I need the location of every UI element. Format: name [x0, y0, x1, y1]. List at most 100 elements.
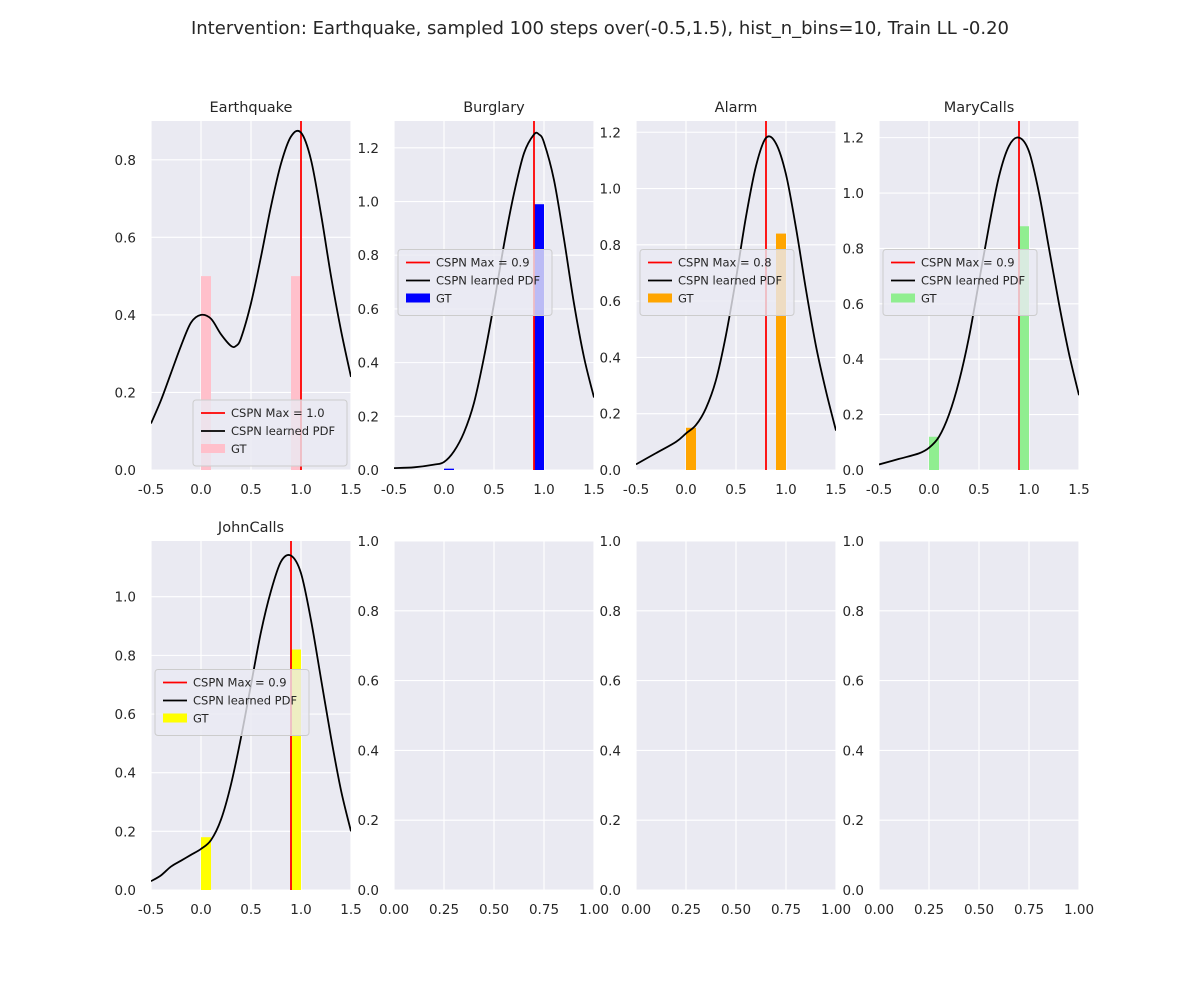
y-tick-label: 0.0: [115, 463, 136, 479]
legend: CSPN Max = 0.9 CSPN learned PDF GT: [154, 669, 310, 736]
x-tick-label: 0.5: [725, 482, 746, 498]
y-tick-label: 1.0: [600, 534, 621, 550]
subplot-burglary: CSPN Max = 0.9 CSPN learned PDF GT Burglary…: [358, 100, 605, 498]
x-tick-label: 1.0: [775, 482, 796, 498]
legend-label-max: CSPN Max = 0.9: [193, 676, 287, 690]
cspn-pdf-curve: [879, 136, 1079, 466]
legend-label-max: CSPN Max = 0.9: [436, 256, 530, 270]
x-tick-label: 0.75: [771, 902, 801, 918]
y-tick-label: 1.0: [600, 182, 621, 198]
subplot-grid: CSPN Max = 1.0 CSPN learned PDF GT Earthqua…: [115, 100, 1095, 918]
y-tick-label: 0.6: [358, 674, 379, 690]
gt-hist-bar: [291, 649, 301, 890]
y-tick-label: 0.4: [843, 352, 864, 368]
x-tick-label: -0.5: [623, 482, 649, 498]
legend-swatch-gt: [201, 444, 225, 453]
legend-label-pdf: CSPN learned PDF: [193, 694, 297, 708]
x-tick-label: 0.25: [671, 902, 701, 918]
legend-label-gt: GT: [193, 712, 210, 726]
legend-label-pdf: CSPN learned PDF: [436, 274, 540, 288]
legend-label-pdf: CSPN learned PDF: [678, 274, 782, 288]
y-tick-label: 0.2: [358, 813, 379, 829]
legend-label-max: CSPN Max = 0.8: [678, 256, 772, 270]
y-tick-label: 0.4: [358, 743, 379, 759]
subplot-empty-5: 0.00 0.25 0.50 0.75 1.00 0.0 0.2 0.4 0.6 0.8 1.0: [358, 534, 610, 918]
x-tick-label: 0.50: [721, 902, 751, 918]
subplot-title: Alarm: [715, 100, 758, 116]
x-tick-label: 0.50: [479, 902, 509, 918]
x-tick-label: 1.5: [825, 482, 846, 498]
y-tick-label: 0.0: [115, 883, 136, 899]
y-tick-label: 1.0: [358, 195, 379, 211]
x-tick-label: 0.25: [429, 902, 459, 918]
y-tick-label: 0.4: [600, 350, 621, 366]
legend-label-gt: GT: [678, 292, 695, 306]
x-tick-label: 1.5: [340, 902, 361, 918]
y-tick-label: 0.6: [358, 302, 379, 318]
x-tick-label: 0.0: [190, 902, 211, 918]
legend-label-pdf: CSPN learned PDF: [921, 274, 1025, 288]
legend-box: [154, 669, 310, 736]
legend-swatch-gt: [163, 713, 187, 723]
subplot-title: Earthquake: [210, 100, 293, 116]
y-tick-label: 0.8: [600, 238, 621, 254]
y-tick-label: 0.0: [358, 883, 379, 899]
cspn-pdf-curve: [394, 131, 594, 470]
gt-hist-bar: [291, 276, 301, 470]
x-tick-label: -0.5: [381, 482, 407, 498]
y-tick-label: 0.0: [843, 463, 864, 479]
y-tick-label: 0.0: [843, 883, 864, 899]
gt-hist-bar: [444, 468, 454, 470]
legend-swatch-gt: [891, 293, 915, 303]
x-tick-label: 0.5: [968, 482, 989, 498]
legend: CSPN Max = 0.8 CSPN learned PDF GT: [639, 249, 795, 316]
x-tick-label: 1.5: [1068, 482, 1089, 498]
x-tick-label: 1.0: [533, 482, 554, 498]
x-tick-label: -0.5: [138, 482, 164, 498]
y-tick-label: 0.8: [115, 153, 136, 169]
legend: CSPN Max = 0.9 CSPN learned PDF GT: [882, 249, 1038, 316]
cspn-pdf-curve: [151, 129, 351, 424]
y-tick-label: 0.6: [600, 674, 621, 690]
y-tick-label: 0.6: [843, 297, 864, 313]
x-tick-label: 0.0: [918, 482, 939, 498]
y-tick-label: 0.8: [843, 604, 864, 620]
gt-hist-bar: [201, 837, 211, 890]
x-tick-label: 0.5: [483, 482, 504, 498]
y-tick-label: 0.6: [600, 294, 621, 310]
legend-swatch-gt: [406, 293, 430, 303]
subplot-marycalls: CSPN Max = 0.9 CSPN learned PDF GT MaryCall…: [843, 100, 1090, 498]
y-tick-label: 1.0: [115, 590, 136, 606]
y-tick-label: 0.2: [843, 408, 864, 424]
legend-label-gt: GT: [921, 292, 938, 306]
y-tick-label: 0.2: [358, 409, 379, 425]
y-tick-label: 0.2: [600, 813, 621, 829]
legend-box: [397, 249, 553, 316]
y-tick-label: 1.0: [358, 534, 379, 550]
y-tick-label: 0.8: [843, 241, 864, 257]
x-tick-label: 1.00: [1064, 902, 1094, 918]
y-tick-label: 0.8: [358, 604, 379, 620]
subplot-title: JohnCalls: [217, 520, 284, 536]
legend-label-gt: GT: [436, 292, 453, 306]
y-tick-label: 1.2: [358, 141, 379, 157]
y-tick-label: 0.0: [600, 463, 621, 479]
x-tick-label: 1.0: [290, 482, 311, 498]
x-tick-label: 0.00: [379, 902, 409, 918]
y-tick-label: 0.4: [115, 766, 136, 782]
y-tick-label: 0.0: [600, 883, 621, 899]
y-tick-label: 1.2: [843, 131, 864, 147]
y-tick-label: 0.0: [358, 463, 379, 479]
legend: CSPN Max = 1.0 CSPN learned PDF GT: [192, 399, 348, 467]
gt-hist-bar: [1019, 226, 1029, 470]
gt-hist-bar: [686, 427, 696, 470]
subplot-earthquake: CSPN Max = 1.0 CSPN learned PDF GT Earthqua…: [115, 100, 362, 498]
legend-swatch-gt: [648, 293, 672, 303]
x-tick-label: 1.0: [1018, 482, 1039, 498]
legend-label-pdf: CSPN learned PDF: [231, 424, 335, 438]
subplot-title: MaryCalls: [944, 100, 1015, 116]
x-tick-label: 0.5: [240, 482, 261, 498]
y-tick-label: 0.2: [115, 385, 136, 401]
subplot-title: Burglary: [463, 100, 525, 116]
y-tick-label: 0.4: [358, 356, 379, 372]
